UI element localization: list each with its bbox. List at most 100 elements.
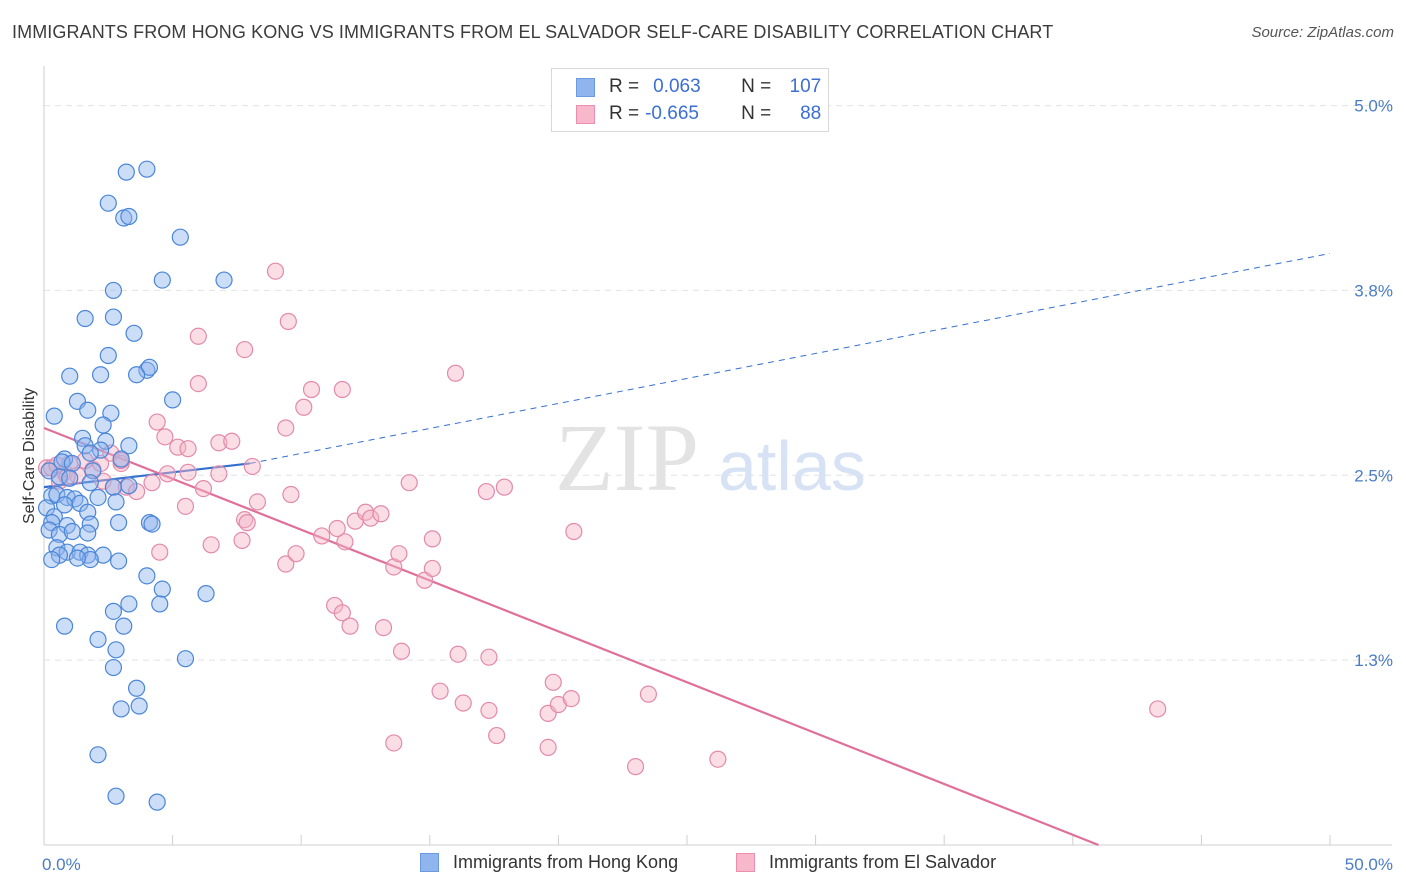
el-salvador-point (248, 493, 267, 511)
hong-kong-point (171, 228, 189, 246)
hong-kong-point (81, 550, 99, 569)
el-salvador-point (400, 474, 418, 492)
hong-kong-point (153, 580, 171, 598)
el-salvador-point (37, 459, 56, 477)
hong-kong-point (63, 454, 81, 473)
el-salvador-point (179, 440, 197, 458)
y-axis-label: Self-Care Disability (21, 388, 38, 524)
hong-kong-point (45, 407, 63, 425)
hong-kong-point (138, 361, 156, 379)
el-salvador-point (333, 380, 351, 399)
el-salvador-point (539, 738, 557, 756)
el-salvador-point (372, 505, 390, 523)
hong-kong-point (91, 441, 110, 459)
data-points (37, 160, 1167, 811)
legend-n-label: N = (741, 76, 772, 97)
hong-kong-point (120, 595, 138, 613)
el-salvador-point (189, 375, 207, 393)
legend-r-value: -0.665 (645, 103, 699, 124)
hong-kong-point (164, 391, 182, 409)
legend-item-el-salvador[interactable]: Immigrants from El Salvador (736, 852, 996, 873)
el-salvador-point (233, 531, 251, 549)
tick-labels: 1.3% 2.5% 3.8% 5.0% 0.0% 50.0% (42, 97, 1393, 874)
series-legend: Immigrants from Hong Kong Immigrants fro… (0, 852, 1406, 878)
el-salvador-point (423, 530, 441, 548)
el-salvador-point (454, 694, 472, 712)
hong-kong-point (55, 617, 74, 635)
el-salvador-trend-line (43, 426, 1099, 847)
hong-kong-point (43, 550, 61, 569)
hong-kong-point (153, 271, 171, 289)
hong-kong-point (79, 401, 97, 419)
el-salvador-point (341, 617, 359, 635)
el-salvador-point (336, 533, 354, 551)
hong-kong-point (112, 450, 130, 468)
y-tick-label: 1.3% (1354, 651, 1393, 670)
el-salvador-point (179, 463, 197, 481)
el-salvador-point (495, 478, 513, 496)
el-salvador-point (639, 685, 658, 703)
axes (43, 66, 1392, 846)
hong-kong-point (120, 437, 138, 455)
el-salvador-point (385, 558, 403, 576)
hong-kong-point (89, 488, 107, 507)
el-salvador-point (423, 559, 441, 578)
hong-kong-point (104, 658, 123, 677)
hong-kong-point (215, 271, 233, 289)
y-tick-label: 2.5% (1354, 466, 1393, 485)
correlation-legend: R = 0.063 N = 107 R = -0.665 N = 88 (551, 68, 829, 132)
el-salvador-point (176, 497, 195, 515)
el-salvador-point (385, 734, 403, 752)
legend-swatch-hong-kong (576, 77, 595, 97)
el-salvador-point (449, 645, 467, 663)
hong-kong-point (81, 474, 99, 492)
hong-kong-point (120, 477, 138, 495)
el-salvador-point (709, 750, 727, 768)
hong-kong-point (120, 207, 138, 226)
hong-kong-point (40, 462, 58, 480)
legend-item-hong-kong[interactable]: Immigrants from Hong Kong (420, 852, 678, 873)
el-salvador-point (194, 479, 213, 498)
legend-swatch-el-salvador (736, 853, 755, 872)
legend-swatch-hong-kong (420, 853, 439, 872)
el-salvador-point (277, 555, 295, 573)
el-salvador-point (210, 465, 228, 483)
el-salvador-point (189, 327, 207, 345)
hong-kong-point (112, 700, 130, 718)
y-tick-label: 5.0% (1354, 97, 1393, 116)
hong-kong-point (99, 194, 117, 212)
watermark-atlas: atlas (718, 427, 866, 505)
hong-kong-point (81, 444, 99, 462)
el-salvador-point (236, 511, 254, 529)
legend-row-hong-kong: R = 0.063 N = 107 (576, 76, 821, 98)
el-salvador-point (148, 413, 166, 431)
hong-kong-point (130, 697, 148, 715)
hong-kong-point (89, 746, 107, 764)
el-salvador-point (562, 689, 580, 708)
el-salvador-point (302, 380, 321, 399)
legend-r-value: 0.063 (653, 76, 701, 97)
el-salvador-point (328, 519, 346, 538)
el-salvador-point (295, 398, 313, 416)
hong-kong-point (76, 309, 94, 328)
el-salvador-point (480, 701, 498, 720)
el-salvador-point (223, 432, 241, 450)
legend-n-value: 88 (800, 103, 822, 124)
legend-label-hong-kong: Immigrants from Hong Kong (453, 852, 679, 872)
el-salvador-point (431, 682, 449, 700)
hong-kong-point (148, 793, 166, 811)
source-label: Source: ZipAtlas.com (1251, 24, 1394, 41)
el-salvador-point (243, 457, 261, 476)
legend-row-el-salvador: R = -0.665 N = 88 (576, 103, 821, 125)
el-salvador-point (279, 312, 297, 331)
hong-kong-point (104, 281, 123, 300)
el-salvador-point (94, 472, 112, 490)
trend-lines (43, 252, 1331, 847)
el-salvador-point (488, 726, 506, 745)
hong-kong-point (140, 358, 159, 376)
el-salvador-point (158, 465, 177, 483)
hong-kong-point (197, 584, 215, 603)
hong-kong-point (50, 525, 69, 544)
legend-r-label: R = (609, 103, 640, 124)
